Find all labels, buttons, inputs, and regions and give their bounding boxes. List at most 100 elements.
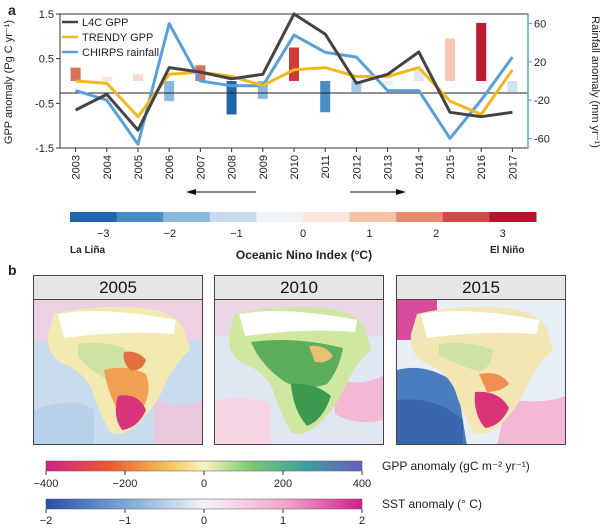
gpp-colorbar-bar xyxy=(45,460,363,472)
oni-arrows xyxy=(186,189,406,195)
x-tick-label-2007: 2007 xyxy=(195,155,207,179)
oni-colorbar-cell xyxy=(209,212,257,222)
oni-colorbar-tick-label: −1 xyxy=(230,228,243,240)
gpp-colorbar: −400 −200 0 200 400 GPP anomaly (gC m⁻² yr⁻¹… xyxy=(34,459,530,490)
gpp-tick-label: 400 xyxy=(353,478,371,490)
oni-colorbar-tick-label: −2 xyxy=(164,228,177,240)
left-tick-label: 0.5 xyxy=(39,54,54,66)
sst-tick-label: 2 xyxy=(359,515,365,527)
right-tick-label: 20 xyxy=(534,57,546,69)
sst-colorbar: −2 −1 0 1 2 SST anomaly (° C) xyxy=(40,497,482,527)
oni-colorbar-cells xyxy=(70,212,537,222)
legend: L4C GPP TRENDY GPP CHIRPS rainfall xyxy=(62,17,159,59)
map-2015-image xyxy=(397,300,565,444)
x-tick-label-2004: 2004 xyxy=(102,155,114,179)
oni-bar-2011 xyxy=(320,81,331,113)
series-line-l4c-gpp xyxy=(74,12,513,132)
panel-a-letter: a xyxy=(8,2,16,18)
oni-colorbar-cell xyxy=(116,212,164,222)
left-tick-label: -1.5 xyxy=(35,143,54,155)
map-2015: 2015 xyxy=(396,275,566,445)
oni-bar-2010 xyxy=(289,47,299,81)
oni-colorbar-tick-label: −3 xyxy=(97,228,110,240)
sst-colorbar-bar xyxy=(45,498,363,510)
oni-bar-2003 xyxy=(70,67,81,81)
la-nina-label: La Liña xyxy=(70,245,105,256)
sst-colorbar-ticks: −2 −1 0 1 2 xyxy=(40,509,365,527)
el-nino-label: El Niño xyxy=(490,245,524,256)
oni-colorbar-cell xyxy=(349,212,397,222)
x-tick-label-2006: 2006 xyxy=(164,155,176,179)
oni-bar-2014 xyxy=(413,69,424,81)
left-axis-label: GPP anomaly (Pg C yr⁻¹) xyxy=(3,20,15,144)
x-tick-label-2009: 2009 xyxy=(258,155,270,179)
map-2005: 2005 xyxy=(33,275,203,445)
x-tick-label-2008: 2008 xyxy=(227,155,239,179)
oni-bar-2016 xyxy=(476,22,487,81)
oni-bar-2004 xyxy=(101,76,112,81)
x-tick-label-2015: 2015 xyxy=(445,155,457,179)
oni-bar-2008 xyxy=(226,81,237,115)
gpp-tick-label: 200 xyxy=(274,478,292,490)
oni-colorbar-tick-label: 2 xyxy=(433,228,439,240)
oni-bar-2009 xyxy=(257,81,268,99)
oni-colorbar-cell xyxy=(70,212,118,222)
panel-b-letter: b xyxy=(8,262,17,278)
sst-colorbar-label: SST anomaly (° C) xyxy=(382,497,482,511)
oni-bar-2015 xyxy=(445,38,455,81)
gpp-colorbar-ticks: −400 −200 0 200 400 xyxy=(34,471,371,490)
oni-bar-2017 xyxy=(507,81,518,93)
right-axis: -60 -20 20 60 xyxy=(527,14,550,148)
map-2005-image xyxy=(34,300,202,444)
map-2010-image xyxy=(215,300,383,444)
gpp-colorbar-label: GPP anomaly (gC m⁻² yr⁻¹) xyxy=(382,459,530,473)
oni-colorbar-tick-label: 0 xyxy=(300,228,306,240)
x-tick-label-2003: 2003 xyxy=(71,155,83,179)
panel-a-chart: -1.5 -0.5 0.5 1.5 -60 -20 20 60 2003 2004 2005 20… xyxy=(3,9,601,179)
x-tick-label-2011: 2011 xyxy=(320,155,332,179)
oni-colorbar-ticks: −3 −2 −1 0 1 2 3 xyxy=(97,228,506,240)
map-2015-svg xyxy=(397,300,565,444)
oni-colorbar-label: Oceanic Nino Index (°C) xyxy=(236,248,372,262)
oni-colorbar-cell xyxy=(303,212,351,222)
gpp-tick-label: −200 xyxy=(113,478,138,490)
sst-tick-label: −2 xyxy=(40,515,53,527)
right-tick-label: 60 xyxy=(534,19,546,31)
oni-colorbar-cell xyxy=(396,212,444,222)
right-tick-label: -20 xyxy=(534,95,550,107)
legend-label-chirps: CHIRPS rainfall xyxy=(82,47,159,59)
oni-bar-2006 xyxy=(164,81,175,102)
oni-bar-2012 xyxy=(351,81,362,93)
x-tick-label-2016: 2016 xyxy=(476,155,488,179)
series-lines xyxy=(74,12,514,146)
map-2010-svg xyxy=(215,300,383,444)
sst-tick-label: −1 xyxy=(119,515,132,527)
legend-label-trendy: TRENDY GPP xyxy=(82,32,153,44)
x-tick-label-2017: 2017 xyxy=(507,155,519,179)
left-tick-label: 1.5 xyxy=(39,9,54,21)
oni-bar-2013 xyxy=(382,81,393,86)
oni-colorbar-cell xyxy=(163,212,211,222)
x-axis: 2003 2004 2005 2006 2007 2008 2009 2010 2011 2012… xyxy=(71,148,519,179)
x-tick-label-2010: 2010 xyxy=(289,155,301,179)
sst-tick-label: 1 xyxy=(280,515,286,527)
map-2005-svg xyxy=(34,300,202,444)
oni-bar-2005 xyxy=(133,74,143,81)
oni-colorbar-cell xyxy=(489,212,537,222)
right-tick-label: -60 xyxy=(534,133,550,145)
oni-colorbar-cell xyxy=(442,212,490,222)
oni-colorbar: −3 −2 −1 0 1 2 3 La Liña El Niño Oceanic Nino … xyxy=(70,189,537,262)
x-tick-label-2005: 2005 xyxy=(133,155,145,179)
sst-tick-label: 0 xyxy=(201,515,207,527)
map-2010: 2010 xyxy=(214,275,384,445)
right-axis-label: Rainfall anomaly (mm yr⁻¹) xyxy=(589,16,601,148)
map-2010-title: 2010 xyxy=(215,276,383,300)
map-2015-title: 2015 xyxy=(397,276,565,300)
oni-colorbar-cell xyxy=(256,212,304,222)
legend-label-l4c: L4C GPP xyxy=(82,17,128,29)
gpp-tick-label: −400 xyxy=(34,478,59,490)
oni-colorbar-tick-label: 3 xyxy=(500,228,506,240)
x-tick-label-2014: 2014 xyxy=(414,155,426,179)
left-tick-label: -0.5 xyxy=(35,98,54,110)
x-tick-label-2013: 2013 xyxy=(383,155,395,179)
